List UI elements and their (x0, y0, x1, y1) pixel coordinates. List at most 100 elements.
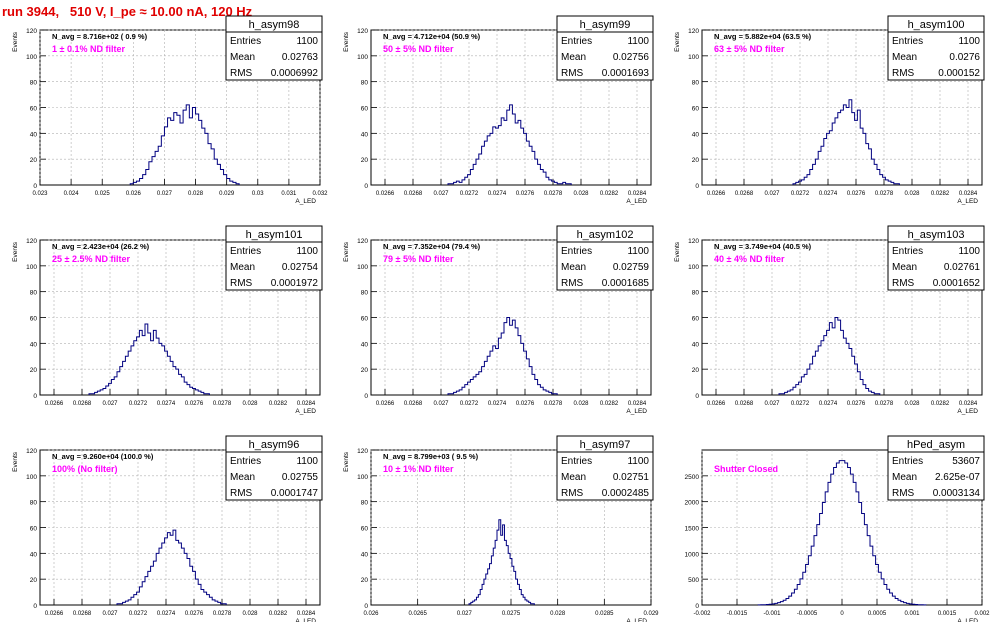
x-tick-label: 0.028 (242, 401, 258, 407)
x-axis-label: A_LED (295, 618, 316, 622)
stat-label: Mean (230, 52, 255, 63)
stat-value: 1100 (627, 246, 649, 257)
y-tick-label: 40 (361, 131, 369, 138)
stat-box: h_asym99 Entries 1100 Mean 0.02756 RMS 0.00016… (556, 15, 654, 81)
x-tick-label: 0.0278 (213, 611, 232, 617)
x-tick-label: 0.029 (643, 611, 659, 617)
x-tick-label: 0.027 (102, 401, 118, 407)
stat-label: RMS (561, 488, 584, 499)
y-tick-label: 80 (692, 80, 700, 87)
y-axis-label: Events (343, 241, 350, 262)
stat-label: RMS (561, 278, 584, 289)
y-tick-label: 0 (364, 183, 368, 190)
stat-box: h_asym97 Entries 1100 Mean 0.02751 RMS 0.00024… (556, 435, 654, 501)
x-tick-label: 0.0272 (791, 401, 810, 407)
y-tick-label: 60 (361, 526, 369, 533)
stat-box: h_asym101 Entries 1100 Mean 0.02754 RMS 0.0001… (225, 225, 323, 291)
y-tick-label: 40 (30, 131, 38, 138)
stat-box-body (556, 451, 654, 501)
x-tick-label: 0.0268 (735, 401, 754, 407)
x-tick-label: -0.001 (763, 611, 781, 617)
x-tick-label: 0.0274 (157, 611, 176, 617)
y-tick-label: 120 (26, 238, 37, 245)
filter-annotation: 1 ± 0.1% ND filter (52, 44, 125, 54)
stat-label: Mean (892, 52, 917, 63)
y-tick-label: 100 (688, 54, 699, 61)
y-tick-label: 20 (30, 577, 38, 584)
stat-label: Entries (230, 456, 261, 467)
x-tick-label: 0.0272 (460, 191, 479, 197)
y-tick-label: 20 (692, 157, 700, 164)
y-tick-label: 0 (33, 183, 37, 190)
x-tick-label: 0.028 (573, 401, 589, 407)
x-tick-label: 0.0274 (819, 191, 838, 197)
y-tick-label: 0 (695, 603, 699, 610)
stat-box-body (887, 31, 985, 81)
stat-box-body (887, 451, 985, 501)
y-tick-label: 120 (26, 448, 37, 455)
x-tick-label: 0.0276 (847, 401, 866, 407)
x-tick-label: 0.0284 (297, 401, 316, 407)
x-tick-label: 0.031 (281, 191, 297, 197)
histogram-series (792, 99, 900, 185)
x-tick-label: 0.0284 (959, 191, 978, 197)
x-tick-label: 0.0285 (595, 611, 614, 617)
navg-label: N_avg = 5.882e+04 (63.5 %) (714, 32, 812, 41)
x-tick-label: 0.027 (433, 401, 449, 407)
x-tick-label: 0.0284 (628, 401, 647, 407)
y-tick-label: 40 (692, 341, 700, 348)
stat-box-title: h_asym98 (249, 19, 300, 31)
x-tick-label: 0 (840, 611, 844, 617)
stat-value: 1100 (958, 246, 980, 257)
stat-label: RMS (230, 488, 253, 499)
y-tick-label: 2500 (685, 474, 700, 481)
stat-box-body (887, 241, 985, 291)
x-axis-label: A_LED (957, 198, 978, 205)
x-tick-label: 0.0284 (628, 191, 647, 197)
y-tick-label: 60 (30, 316, 38, 323)
stat-label: RMS (230, 68, 253, 79)
stat-label: Entries (561, 456, 592, 467)
x-tick-label: 0.0278 (875, 401, 894, 407)
stat-value: 0.02751 (613, 472, 650, 483)
x-tick-label: 0.027 (433, 191, 449, 197)
stat-label: RMS (892, 68, 915, 79)
y-tick-label: 20 (361, 577, 369, 584)
y-axis-label: Events (343, 451, 350, 472)
y-tick-label: 0 (364, 393, 368, 400)
x-axis-label: A_LED (295, 408, 316, 415)
y-tick-label: 60 (361, 106, 369, 113)
y-axis-label: Events (674, 241, 681, 262)
x-axis-label: A_LED (626, 618, 647, 622)
histogram-series (116, 529, 227, 605)
y-tick-label: 100 (357, 264, 368, 271)
x-tick-label: 0.026 (363, 611, 379, 617)
y-axis-label: Events (12, 451, 19, 472)
histogram-panel-h_asym99: 0 20 40 60 80 100 120 0.0266 0.0268 0.027 0.0272 0.… (343, 15, 654, 205)
x-tick-label: 0.0282 (600, 191, 619, 197)
y-tick-label: 20 (30, 157, 38, 164)
y-tick-label: 40 (30, 551, 38, 558)
y-tick-label: 0 (33, 603, 37, 610)
x-tick-label: 0.0274 (157, 401, 176, 407)
stat-box-body (225, 241, 323, 291)
y-tick-label: 1000 (685, 551, 700, 558)
x-tick-label: 0.0268 (404, 191, 423, 197)
x-tick-label: 0.027 (764, 401, 780, 407)
stat-value: 2.625e-07 (935, 472, 980, 483)
x-tick-label: 0.0278 (544, 401, 563, 407)
x-tick-label: 0.0284 (297, 611, 316, 617)
stat-box: h_asym103 Entries 1100 Mean 0.02761 RMS 0.0001… (887, 225, 985, 291)
x-tick-label: 0.024 (64, 191, 80, 197)
histogram-series (129, 104, 240, 185)
x-tick-label: 0.028 (573, 191, 589, 197)
y-tick-label: 80 (30, 500, 38, 507)
histogram-series (468, 519, 535, 605)
stat-box: h_asym100 Entries 1100 Mean 0.0276 RMS 0.00015… (887, 15, 985, 81)
x-tick-label: 0.0278 (213, 401, 232, 407)
histogram-panel-h_asym98: 0 20 40 60 80 100 120 0.023 0.024 0.025 0.026 0.027… (12, 15, 328, 205)
stat-value: 1100 (627, 36, 649, 47)
x-axis-label: A_LED (957, 618, 978, 622)
x-tick-label: 0.0276 (516, 401, 535, 407)
